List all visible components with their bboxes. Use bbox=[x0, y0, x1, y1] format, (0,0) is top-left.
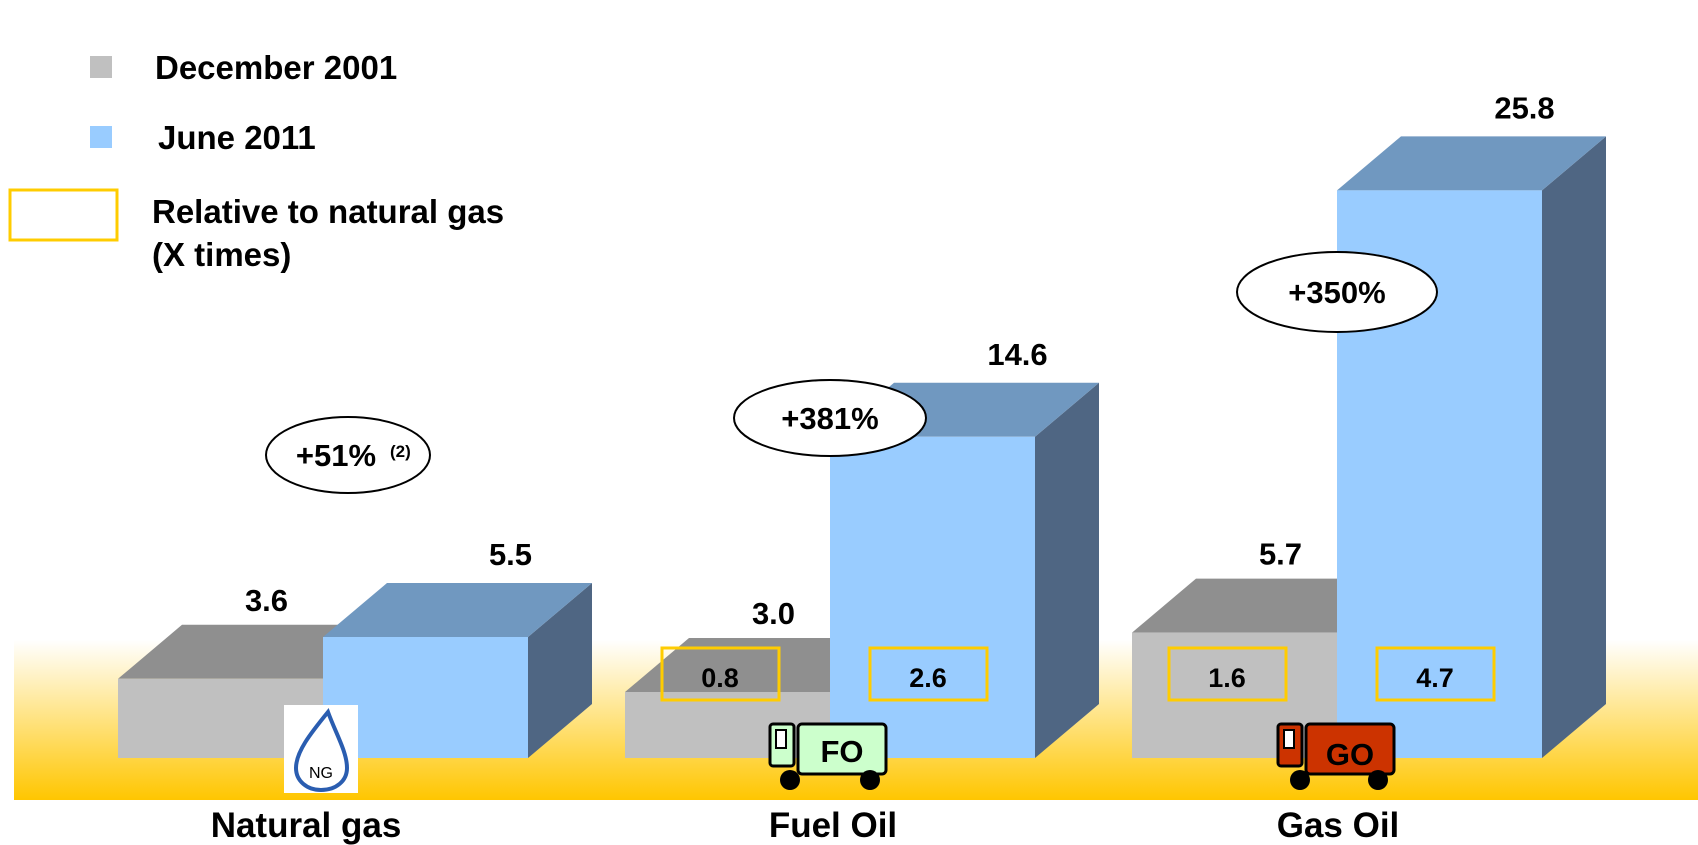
relative-box-dec-2001-gas-oil bbox=[1167, 646, 1288, 702]
legend: December 2001 June 2011 Relative to natu… bbox=[8, 49, 504, 273]
relative-value-dec-2001-fuel-oil: 0.8 bbox=[701, 663, 739, 693]
relative-value-dec-2001-gas-oil: 1.6 bbox=[1208, 663, 1246, 693]
category-label-fuel-oil: Fuel Oil bbox=[769, 806, 897, 845]
category-label-natural-gas: Natural gas bbox=[211, 806, 402, 845]
legend-label-dec-2001: December 2001 bbox=[155, 49, 397, 86]
value-label-dec-2001-gas-oil: 5.7 bbox=[1259, 537, 1302, 572]
category-label-gas-oil: Gas Oil bbox=[1277, 806, 1400, 845]
natural-gas-icon-text: NG bbox=[309, 765, 333, 782]
value-label-jun-2011-natural-gas: 5.5 bbox=[489, 537, 532, 572]
relative-box-jun-2011-fuel-oil bbox=[868, 646, 989, 702]
legend-relative-label-line1: Relative to natural gas bbox=[152, 193, 504, 230]
relative-value-jun-2011-fuel-oil: 2.6 bbox=[909, 663, 947, 693]
legend-swatch-dec-2001 bbox=[90, 56, 112, 78]
change-annotation-natural-gas: +51% bbox=[296, 438, 376, 473]
legend-relative-box bbox=[8, 188, 119, 242]
bar-top-dec-2001-fuel-oil bbox=[625, 638, 894, 692]
value-label-jun-2011-gas-oil: 25.8 bbox=[1494, 90, 1554, 125]
bar-dec-2001-fuel-oil bbox=[625, 692, 830, 758]
bar-side-jun-2011-natural-gas bbox=[528, 583, 592, 758]
relative-value-jun-2011-gas-oil: 4.7 bbox=[1416, 663, 1454, 693]
value-label-jun-2011-fuel-oil: 14.6 bbox=[987, 337, 1047, 372]
gas-oil-truck-icon: GO bbox=[1276, 722, 1396, 790]
value-label-dec-2001-natural-gas: 3.6 bbox=[245, 583, 288, 618]
overlay-layer: 3.6 5.5 3.0 14.6 0.8 2.6 5.7 25.8 1.6 4.7 +51% (2) +… bbox=[245, 90, 1555, 702]
bar-top-dec-2001-gas-oil bbox=[1132, 578, 1401, 633]
legend-relative-label-line2: (X times) bbox=[152, 236, 291, 273]
change-annotation-gas-oil: +350% bbox=[1288, 275, 1385, 310]
relative-box-dec-2001-fuel-oil bbox=[660, 646, 781, 702]
value-label-dec-2001-fuel-oil: 3.0 bbox=[752, 596, 795, 631]
relative-box-jun-2011-gas-oil bbox=[1375, 646, 1496, 702]
bar-top-jun-2011-gas-oil bbox=[1337, 136, 1606, 191]
bars-layer bbox=[118, 136, 1606, 758]
bar-side-jun-2011-gas-oil bbox=[1542, 136, 1606, 758]
fuel-oil-truck-icon: FO bbox=[768, 722, 888, 790]
change-footnote-natural-gas: (2) bbox=[390, 442, 411, 461]
natural-gas-drop-icon: NG bbox=[284, 705, 358, 793]
change-annotation-fuel-oil: +381% bbox=[781, 401, 878, 436]
gas-oil-icon-text: GO bbox=[1326, 737, 1374, 772]
change-oval-gas-oil bbox=[1236, 251, 1438, 333]
legend-label-jun-2011: June 2011 bbox=[158, 119, 316, 156]
change-oval-natural-gas bbox=[265, 416, 431, 494]
bar-side-jun-2011-fuel-oil bbox=[1035, 382, 1099, 758]
legend-swatch-jun-2011 bbox=[90, 126, 112, 148]
bar-jun-2011-fuel-oil bbox=[830, 436, 1035, 758]
fuel-oil-icon-text: FO bbox=[820, 734, 863, 769]
bar-top-dec-2001-natural-gas bbox=[118, 624, 387, 679]
bar-top-jun-2011-natural-gas bbox=[323, 583, 592, 637]
change-oval-fuel-oil bbox=[733, 379, 927, 457]
